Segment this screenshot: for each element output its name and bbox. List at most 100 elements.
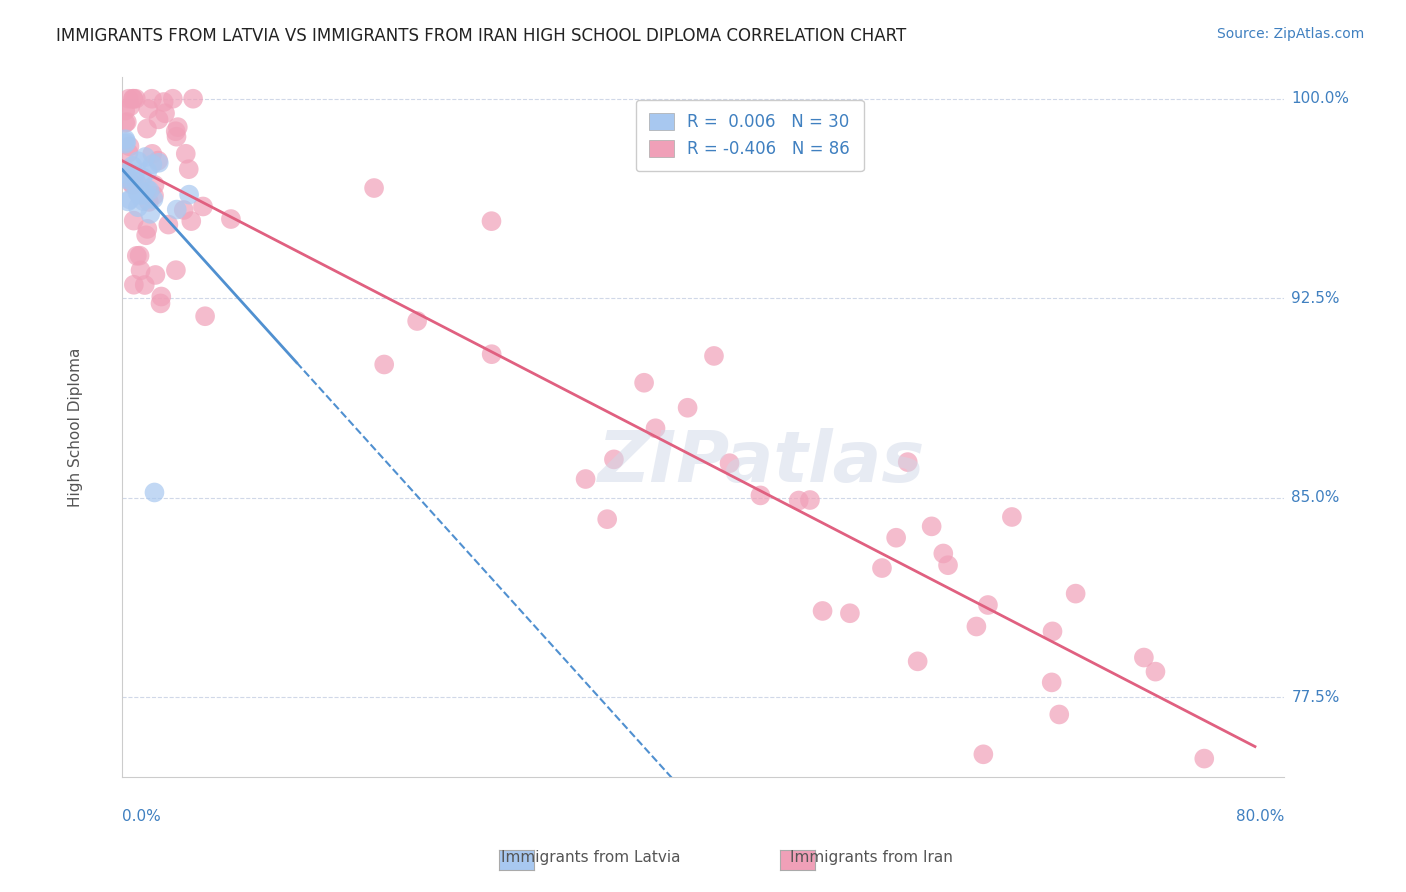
Immigrants from Iran [897, 455, 920, 469]
Immigrants from Iran [150, 289, 173, 303]
Text: 80.0%: 80.0% [1236, 809, 1284, 824]
Immigrants from Latvia [138, 184, 160, 198]
Immigrants from Iran [138, 194, 160, 209]
Immigrants from Latvia [128, 187, 150, 202]
Immigrants from Latvia [141, 157, 163, 171]
Immigrants from Iran [191, 199, 214, 213]
Immigrants from Iran [174, 146, 197, 161]
Immigrants from Latvia [117, 194, 139, 209]
Immigrants from Iran [1064, 586, 1087, 600]
Immigrants from Iran [114, 116, 136, 130]
Immigrants from Iran [166, 120, 188, 135]
Immigrants from Iran [143, 188, 166, 202]
Immigrants from Iran [884, 531, 907, 545]
Immigrants from Iran [481, 347, 503, 361]
Immigrants from Iran [177, 162, 200, 177]
Immigrants from Iran [146, 153, 169, 168]
Immigrants from Iran [122, 92, 145, 106]
Immigrants from Iran [122, 92, 145, 106]
Immigrants from Iran [165, 263, 187, 277]
Immigrants from Iran [125, 249, 148, 263]
Immigrants from Iran [128, 249, 150, 263]
Immigrants from Latvia [139, 207, 162, 221]
Immigrants from Iran [165, 124, 187, 138]
Immigrants from Latvia [115, 135, 138, 149]
Immigrants from Iran [1133, 650, 1156, 665]
Immigrants from Latvia [114, 136, 136, 151]
Immigrants from Iran [122, 213, 145, 227]
Immigrants from Iran [141, 146, 163, 161]
Immigrants from Iran [936, 558, 959, 573]
Immigrants from Iran [152, 95, 174, 109]
Immigrants from Latvia [143, 485, 166, 500]
Immigrants from Iran [633, 376, 655, 390]
Immigrants from Iran [121, 178, 143, 192]
Immigrants from Iran [972, 747, 994, 762]
Immigrants from Iran [977, 598, 1000, 612]
Immigrants from Iran [136, 121, 159, 136]
Immigrants from Iran [596, 512, 619, 526]
Immigrants from Iran [1001, 510, 1024, 524]
Immigrants from Iran [129, 263, 152, 277]
Immigrants from Latvia [118, 193, 141, 207]
Immigrants from Latvia [114, 170, 136, 185]
Text: IMMIGRANTS FROM LATVIA VS IMMIGRANTS FROM IRAN HIGH SCHOOL DIPLOMA CORRELATION C: IMMIGRANTS FROM LATVIA VS IMMIGRANTS FRO… [56, 27, 907, 45]
Legend: R =  0.006   N = 30, R = -0.406   N = 86: R = 0.006 N = 30, R = -0.406 N = 86 [636, 100, 863, 171]
Text: Immigrants from Iran: Immigrants from Iran [790, 850, 953, 865]
Text: 100.0%: 100.0% [1291, 91, 1350, 106]
Text: Immigrants from Latvia: Immigrants from Latvia [501, 850, 681, 865]
Immigrants from Iran [718, 456, 741, 470]
Immigrants from Iran [811, 604, 834, 618]
Immigrants from Iran [136, 102, 159, 116]
Text: 77.5%: 77.5% [1291, 690, 1340, 705]
Immigrants from Iran [136, 222, 159, 236]
Immigrants from Iran [1040, 675, 1063, 690]
Text: ZIPatlas: ZIPatlas [598, 428, 925, 497]
Immigrants from Iran [1194, 751, 1216, 765]
Immigrants from Iran [125, 92, 148, 106]
Immigrants from Iran [120, 99, 142, 113]
Immigrants from Iran [118, 139, 141, 153]
Immigrants from Iran [676, 401, 699, 415]
Immigrants from Iran [644, 421, 666, 435]
Immigrants from Iran [125, 175, 148, 189]
Text: 85.0%: 85.0% [1291, 491, 1340, 505]
Text: Source: ZipAtlas.com: Source: ZipAtlas.com [1216, 27, 1364, 41]
Immigrants from Iran [907, 654, 929, 668]
Immigrants from Iran [157, 218, 180, 232]
Immigrants from Latvia [115, 172, 138, 186]
Immigrants from Latvia [148, 155, 170, 169]
Immigrants from Latvia [114, 167, 136, 181]
Immigrants from Iran [114, 162, 136, 177]
Immigrants from Iran [603, 452, 626, 467]
Immigrants from Iran [219, 212, 242, 227]
Immigrants from Iran [838, 606, 860, 620]
Immigrants from Iran [135, 228, 157, 243]
Immigrants from Latvia [121, 159, 143, 173]
Immigrants from Iran [122, 178, 145, 192]
Immigrants from Iran [162, 92, 184, 106]
Text: 92.5%: 92.5% [1291, 291, 1340, 306]
Immigrants from Iran [134, 278, 156, 293]
Immigrants from Iran [180, 214, 202, 228]
Immigrants from Latvia [127, 186, 149, 200]
Immigrants from Latvia [136, 164, 159, 178]
Immigrants from Iran [481, 214, 503, 228]
Immigrants from Iran [117, 145, 139, 160]
Immigrants from Iran [932, 546, 955, 560]
Immigrants from Iran [145, 268, 167, 282]
Immigrants from Iran [149, 296, 172, 310]
Immigrants from Latvia [132, 194, 155, 208]
Immigrants from Iran [166, 129, 188, 144]
Immigrants from Iran [749, 488, 772, 502]
Immigrants from Latvia [132, 188, 155, 202]
Immigrants from Iran [406, 314, 429, 328]
Immigrants from Iran [173, 202, 195, 217]
Immigrants from Latvia [135, 181, 157, 195]
Immigrants from Latvia [114, 132, 136, 146]
Immigrants from Iran [787, 493, 810, 508]
Immigrants from Iran [114, 103, 136, 118]
Immigrants from Iran [1144, 665, 1167, 679]
Immigrants from Latvia [142, 192, 165, 206]
Immigrants from Iran [703, 349, 725, 363]
